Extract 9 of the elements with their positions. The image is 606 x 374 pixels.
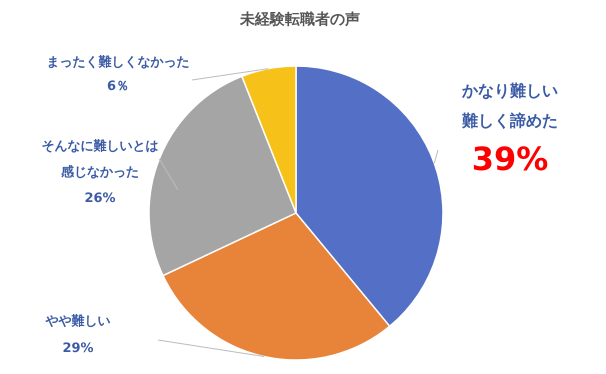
data-label: 39%: [472, 140, 548, 178]
slice-label: かなり難しい難しく諦めた: [461, 81, 558, 130]
data-label: 29%: [62, 341, 94, 356]
slice-label: やや難しい: [44, 314, 110, 329]
chart-title: 未経験転職者の声: [239, 10, 360, 28]
slice-label: そんなに難しいとは感じなかった: [42, 139, 158, 180]
data-label: 26%: [84, 191, 116, 206]
slice-label: まったく難しくなかった: [46, 55, 190, 70]
data-label: 6％: [106, 79, 130, 94]
